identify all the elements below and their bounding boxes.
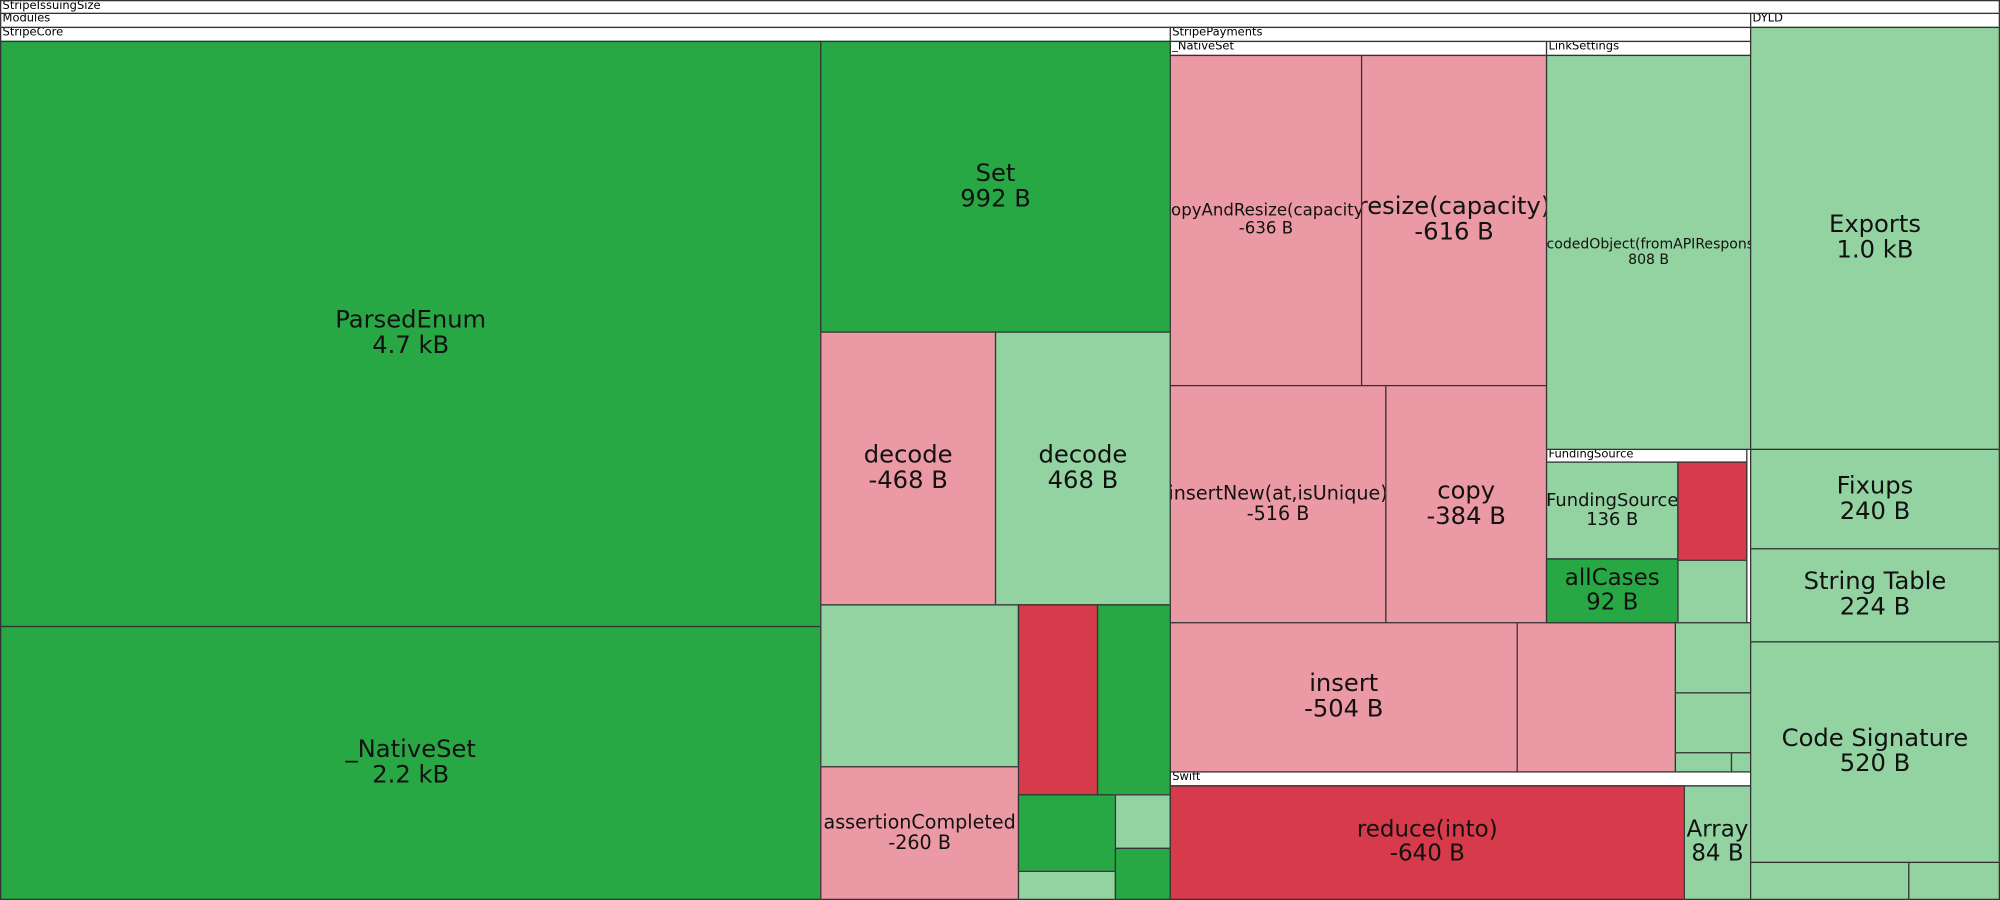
node-size: 520 B bbox=[1839, 749, 1911, 778]
node-box: FundingSource 136 B bbox=[1545, 461, 1679, 560]
leaf-box bbox=[1749, 861, 1910, 900]
node-label: insertNew(at,isUnique) bbox=[1169, 481, 1387, 505]
node-box: _NativeSet 2.2 kB bbox=[0, 625, 822, 900]
node-label: _NativeSet bbox=[345, 734, 476, 764]
leaf-box bbox=[1114, 847, 1171, 900]
group-header: DYLD bbox=[1749, 12, 2000, 29]
node-box: allCases 92 B bbox=[1545, 558, 1679, 624]
node-size: 136 B bbox=[1586, 509, 1639, 530]
node-box: Fixups 240 B bbox=[1749, 448, 2000, 550]
node-label: assertionCompleted bbox=[823, 810, 1016, 834]
node-box: decodedObject(fromAPIResponse)808 B bbox=[1545, 54, 1752, 451]
node-size: -468 B bbox=[868, 465, 948, 494]
group-header: Swift bbox=[1169, 771, 1752, 787]
group-header: _NativeSet bbox=[1169, 40, 1548, 57]
node-size: -384 B bbox=[1426, 501, 1506, 530]
leaf-box bbox=[820, 604, 1020, 768]
node-size: 240 B bbox=[1839, 496, 1911, 525]
node-box: copy -384 B bbox=[1385, 384, 1548, 624]
node-size: 92 B bbox=[1586, 588, 1639, 616]
node-label: reduce(into) bbox=[1356, 816, 1498, 843]
node-box: copyAndResize(capacity) -636 B bbox=[1169, 54, 1363, 387]
node-label: FundingSource bbox=[1546, 490, 1679, 511]
group-header: StripeCore bbox=[0, 26, 1171, 43]
leaf-box bbox=[1674, 692, 1752, 754]
leaf-box bbox=[1674, 622, 1752, 694]
node-label: ParsedEnum bbox=[335, 306, 487, 335]
node-box: Exports 1.0 kB bbox=[1749, 26, 2000, 451]
node-label: decode bbox=[1038, 440, 1128, 469]
node-label: Array bbox=[1686, 816, 1749, 843]
leaf-box bbox=[1677, 559, 1748, 624]
node-size: 224 B bbox=[1839, 592, 1911, 621]
leaf-box bbox=[1114, 794, 1171, 850]
node-size: -504 B bbox=[1304, 694, 1384, 723]
node-box: String Table 224 B bbox=[1749, 548, 2000, 643]
node-box: resize(capacity) -616 B bbox=[1360, 54, 1548, 387]
node-label: decode bbox=[863, 440, 953, 469]
group-header: LinkSettings bbox=[1545, 40, 1752, 57]
leaf-box bbox=[1908, 861, 2000, 900]
node-box: decode 468 B bbox=[994, 331, 1171, 606]
node-size: -260 B bbox=[888, 830, 951, 854]
node-box: insertNew(at,isUnique) -516 B bbox=[1169, 384, 1387, 624]
node-size: 468 B bbox=[1047, 465, 1119, 494]
node-size: -616 B bbox=[1414, 217, 1494, 247]
leaf-box bbox=[1677, 461, 1748, 561]
node-label: copy bbox=[1437, 476, 1496, 505]
node-label: Set bbox=[975, 158, 1016, 187]
node-box: Code Signature 520 B bbox=[1749, 641, 2000, 864]
node-label: Exports bbox=[1829, 210, 1921, 239]
leaf-box bbox=[1017, 604, 1099, 796]
node-box: reduce(into) -640 B bbox=[1169, 785, 1685, 900]
node-size: -516 B bbox=[1246, 501, 1310, 525]
node-box: ParsedEnum 4.7 kB bbox=[0, 40, 822, 628]
node-box: assertionCompleted -260 B bbox=[820, 766, 1020, 900]
node-size: -636 B bbox=[1238, 219, 1294, 239]
node-size: 808 B bbox=[1628, 251, 1670, 268]
node-box: decode -468 B bbox=[820, 331, 997, 606]
node-label: Fixups bbox=[1836, 471, 1914, 500]
group-header: Modules bbox=[0, 12, 1752, 29]
leaf-box bbox=[1516, 622, 1677, 773]
leaf-box bbox=[1017, 794, 1117, 872]
node-label: copyAndResize(capacity) bbox=[1169, 201, 1363, 221]
node-size: 4.7 kB bbox=[372, 331, 450, 360]
node-size: 992 B bbox=[960, 184, 1031, 213]
node-box: Set 992 B bbox=[820, 40, 1171, 333]
node-label: String Table bbox=[1803, 567, 1947, 596]
leaf-box bbox=[1730, 752, 1752, 773]
node-box: Array 84 B bbox=[1683, 785, 1752, 900]
node-label: resize(capacity) bbox=[1360, 192, 1548, 221]
leaf-box bbox=[1017, 870, 1117, 900]
node-size: -640 B bbox=[1389, 840, 1465, 867]
node-label: insert bbox=[1309, 669, 1379, 698]
leaf-box bbox=[1674, 752, 1733, 773]
group-header: StripePayments bbox=[1169, 26, 1752, 43]
node-size: 2.2 kB bbox=[372, 760, 450, 789]
leaf-box bbox=[1096, 604, 1171, 796]
node-size: 84 B bbox=[1691, 840, 1744, 867]
node-label: decodedObject(fromAPIResponse) bbox=[1546, 236, 1750, 253]
node-size: 1.0 kB bbox=[1836, 235, 1914, 264]
node-label: allCases bbox=[1564, 564, 1660, 592]
node-box: insert -504 B bbox=[1169, 622, 1518, 773]
node-label: Code Signature bbox=[1781, 724, 1969, 753]
